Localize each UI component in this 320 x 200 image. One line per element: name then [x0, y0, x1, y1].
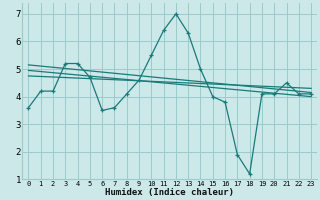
X-axis label: Humidex (Indice chaleur): Humidex (Indice chaleur): [105, 188, 234, 197]
